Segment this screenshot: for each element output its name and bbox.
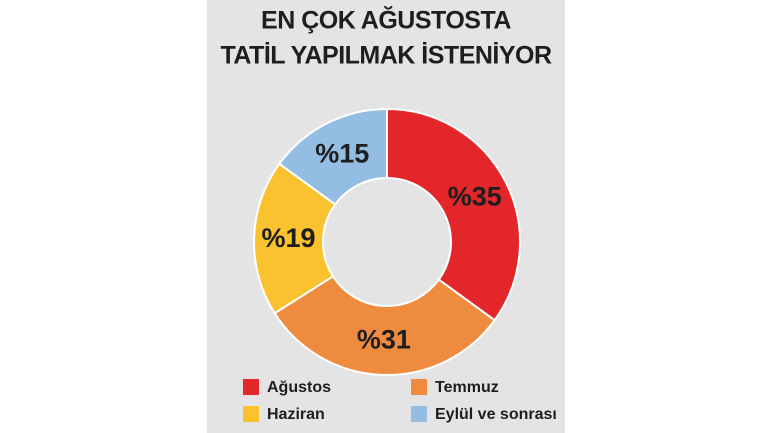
donut-slice <box>278 107 388 206</box>
legend-label: Temmuz <box>435 379 499 396</box>
donut-slice <box>273 274 496 376</box>
donut-slice <box>386 107 521 322</box>
legend-swatch <box>243 379 259 395</box>
chart-title: TATİL YAPILMAK İSTENİYOR <box>220 42 552 70</box>
legend-swatch <box>411 379 427 395</box>
value-label: %15 <box>315 138 369 168</box>
legend-label: Haziran <box>267 406 325 423</box>
legend-swatch <box>411 406 427 422</box>
value-label: %31 <box>357 325 411 355</box>
donut-slice <box>253 162 337 315</box>
legend-swatch <box>243 406 259 422</box>
value-label: %35 <box>448 181 502 211</box>
legend-label: Eylül ve sonrası <box>435 406 557 423</box>
chart-title: EN ÇOK AĞUSTOSTA <box>261 6 511 35</box>
legend-label: Ağustos <box>267 379 331 396</box>
value-label: %19 <box>262 223 316 253</box>
